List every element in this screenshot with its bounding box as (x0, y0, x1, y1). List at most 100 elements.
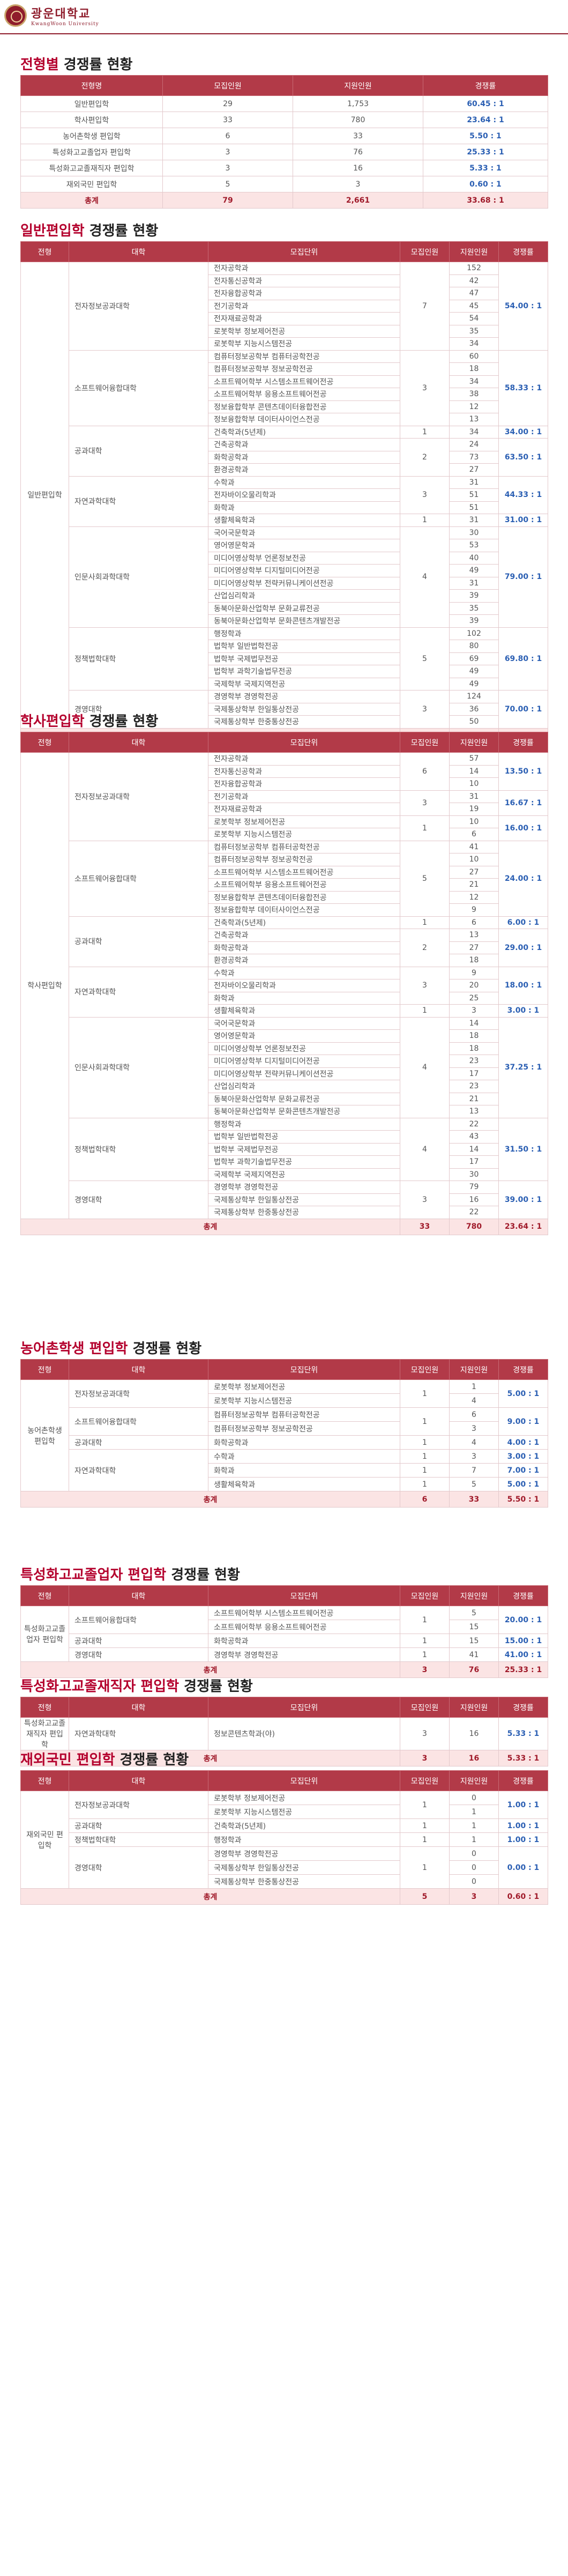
competition-table: 전형 대학 모집단위 모집인원 지원인원 경쟁률 일반편입학 전자정보공과대학 전자공학과 7 15… (20, 241, 548, 745)
applicants-cell: 73 (449, 450, 499, 464)
table-header-cell: 대학 (69, 1359, 208, 1380)
table-row: 소프트웨어융합대학 컴퓨터정보공학부 컴퓨터공학전공 3 60 58.33 : 1 (21, 350, 548, 426)
applicants-cell: 124 (449, 690, 499, 703)
applicants-cell: 27 (449, 463, 499, 477)
total-cell: 3 (400, 1661, 450, 1678)
table-row: 자연과학대학 수학과 3 31 44.33 : 1 (21, 476, 548, 527)
department-cell: 화학공학과 (208, 450, 400, 464)
table-row: 영어영문학과 53 (21, 539, 548, 552)
department-cell: 법학부 국제법무전공 (208, 1142, 400, 1156)
summary-header-cell: 경쟁률 (423, 75, 548, 96)
total-label-cell: 총계 (20, 1888, 400, 1905)
applicants-cell: 43 (449, 1130, 499, 1144)
table-row: 국제통상학부 한중통상전공 0 (21, 1874, 548, 1889)
table-row: 자연과학대학 수학과 1 3 3.00 : 1 (21, 1449, 548, 1491)
department-cell: 수학과 (208, 476, 400, 489)
rate-cell: 69.80 : 1 (498, 627, 548, 691)
college-cell: 경영대학 (69, 1647, 208, 1662)
competition-table: 전형 대학 모집단위 모집인원 지원인원 경쟁률 학사편입학 전자정보공과대학 전자공학과 6 57… (20, 732, 548, 1235)
table-row: 공과대학 건축학과(5년제) 1 6 6.00 : 1 (21, 916, 548, 967)
applicants-cell: 13 (449, 1105, 499, 1118)
department-cell: 법학부 국제법무전공 (208, 652, 400, 665)
applicants-cell: 22 (449, 1206, 499, 1219)
department-cell: 국어국문학과 (208, 526, 400, 539)
department-cell: 미디어영상학부 전략커뮤니케이션전공 (208, 576, 400, 590)
quota-cell: 1 (400, 514, 450, 527)
section-title-highlight: 재외국민 편입학 (20, 1752, 115, 1768)
competition-section: 특성화고교졸업자 편입학 경쟁률 현황 전형 대학 모집단위 모집인원 지원인원 경쟁률 특성… (20, 1564, 548, 1678)
table-header-cell: 모집단위 (208, 732, 400, 753)
department-cell: 국제학부 국제지역전공 (208, 677, 400, 691)
table-row: 동북아문화산업학부 문화콘텐츠개발전공 39 (21, 614, 548, 628)
table-row: 학사편입학 전자정보공과대학 전자공학과 6 57 13.50 : 1 (20, 752, 548, 1219)
summary-section: 전형별 경쟁률 현황 전형명 모집인원 지원인원 경쟁률 일반편입학 29 1,753 60… (20, 54, 548, 209)
department-cell: 화학공학과 (208, 1435, 400, 1450)
table-row: 로봇학부 정보제어전공 1 10 16.00 : 1 (21, 815, 548, 841)
applicants-cell: 13 (449, 929, 499, 942)
applicants-cell: 34 (449, 337, 499, 351)
table-row: 국제통상학부 한일통상전공 36 (21, 702, 548, 716)
admission-type-cell: 학사편입학 (20, 752, 69, 1219)
quota-cell: 3 (400, 1181, 450, 1219)
department-cell: 전자바이오물리학과 (208, 979, 400, 992)
quota-cell: 1 (400, 1004, 450, 1018)
rate-cell: 9.00 : 1 (498, 1407, 548, 1436)
applicants-cell: 49 (449, 677, 499, 691)
department-cell: 산업심리학과 (208, 1080, 400, 1093)
table-row: 건축공학과 2 13 29.00 : 1 (21, 929, 548, 967)
rate-cell: 4.00 : 1 (498, 1435, 548, 1450)
competition-section: 특성화고교졸재직자 편입학 경쟁률 현황 전형 대학 모집단위 모집인원 지원인원 경쟁률 특… (20, 1675, 548, 1766)
quota-cell: 3 (400, 690, 450, 729)
applicants-cell: 34 (449, 375, 499, 388)
department-cell: 소프트웨어학부 응용소프트웨어전공 (208, 388, 400, 401)
table-row: 전자재료공학과 54 (21, 312, 548, 325)
applicants-cell: 39 (449, 614, 499, 628)
table-row: 경영대학 경영학부 경영학전공 1 41 41.00 : 1 (21, 1647, 548, 1662)
college-cell: 자연과학대학 (69, 1449, 208, 1491)
table-row: 미디어영상학부 전략커뮤니케이션전공 17 (21, 1067, 548, 1080)
summary-cell: 일반편입학 (20, 95, 163, 112)
logo-korean-name: 광운대학교 (31, 7, 91, 21)
table-row: 자연과학대학 수학과 3 9 18.00 : 1 (21, 966, 548, 1018)
department-cell: 정보융합학부 데이터사이언스전공 (208, 903, 400, 917)
summary-table: 전형명 모집인원 지원인원 경쟁률 일반편입학 29 1,753 60.45 : 1 학사편입… (20, 75, 548, 209)
applicants-cell: 14 (449, 1142, 499, 1156)
university-logo[interactable]: 광운대학교 KwangWoon University (4, 4, 564, 27)
department-cell: 화학과 (208, 1463, 400, 1478)
table-row: 소프트웨어학부 응용소프트웨어전공 38 (21, 388, 548, 401)
department-cell: 전자바이오물리학과 (208, 488, 400, 502)
table-header-cell: 경쟁률 (498, 1770, 548, 1791)
table-row: 소프트웨어학부 시스템소프트웨어전공 34 (21, 375, 548, 388)
table-row: 소프트웨어융합대학 컴퓨터정보공학부 컴퓨터공학전공 5 41 24.00 : 1 (21, 840, 548, 917)
applicants-cell: 21 (449, 1092, 499, 1105)
applicants-cell: 38 (449, 388, 499, 401)
applicants-cell: 3 (449, 1004, 499, 1018)
section-title-rest: 경쟁률 현황 (166, 1567, 240, 1583)
table-header-cell: 대학 (69, 1697, 208, 1718)
section-title-rest: 경쟁률 현황 (128, 1341, 202, 1357)
summary-cell: 0.60 : 1 (423, 176, 548, 192)
section-title-rest: 경쟁률 현황 (84, 223, 159, 239)
department-cell: 건축학과(5년제) (208, 916, 400, 929)
table-row: 특성화고교졸업자 편입학 소프트웨어융합대학 소프트웨어학부 시스템소프트웨어전공 1… (20, 1606, 548, 1662)
applicants-cell: 42 (449, 274, 499, 287)
applicants-cell: 31 (449, 576, 499, 590)
applicants-cell: 79 (449, 1181, 499, 1194)
college-cell: 정책법학대학 (69, 1117, 208, 1181)
table-row: 정보융합학부 데이터사이언스전공 9 (21, 903, 548, 917)
total-label-cell: 총계 (20, 1661, 400, 1678)
total-cell: 16 (449, 1750, 499, 1766)
total-cell: 33 (400, 1218, 450, 1235)
department-cell: 전자통신공학과 (208, 274, 400, 287)
department-cell: 영어영문학과 (208, 1029, 400, 1043)
applicants-cell: 15 (449, 1634, 499, 1648)
rate-cell: 37.25 : 1 (498, 1016, 548, 1118)
rate-cell: 79.00 : 1 (498, 526, 548, 628)
quota-cell: 3 (400, 790, 450, 816)
applicants-cell: 35 (449, 602, 499, 615)
table-header-cell: 경쟁률 (498, 1697, 548, 1718)
table-row: 공과대학 건축학과(5년제) 1 34 34.00 : 1 (21, 425, 548, 477)
summary-cell: 29 (162, 95, 293, 112)
total-cell: 23.64 : 1 (498, 1218, 548, 1235)
table-row: 공과대학 화학공학과 1 15 15.00 : 1 (21, 1634, 548, 1648)
